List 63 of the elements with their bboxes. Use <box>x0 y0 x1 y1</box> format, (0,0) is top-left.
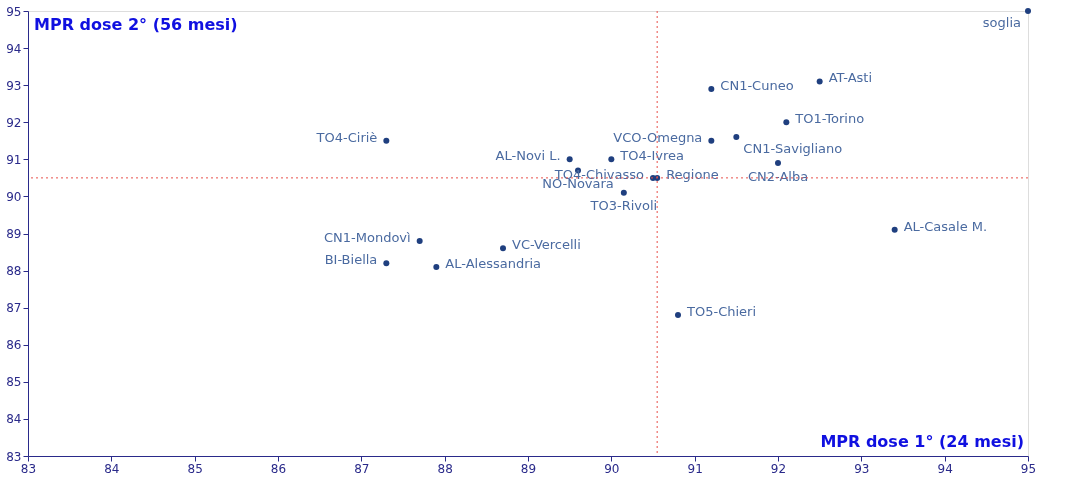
point <box>733 134 740 141</box>
y-tick-label: 89 <box>6 227 22 241</box>
x-tick-label: 94 <box>937 461 953 476</box>
y-axis-title: MPR dose 2° (56 mesi) <box>34 15 238 34</box>
y-tick-label: 90 <box>6 189 22 204</box>
series-label: AL-Alessandria <box>445 255 542 271</box>
point <box>608 156 615 163</box>
point <box>891 226 898 233</box>
y-tick-label: 88 <box>6 264 22 279</box>
y-tick-label: 83 <box>6 449 22 464</box>
series-label: AL-Casale M. <box>903 218 988 234</box>
y-tick-label: 87 <box>6 301 22 316</box>
x-tick-label: 93 <box>854 461 870 476</box>
point <box>566 156 573 163</box>
series-label: soglia <box>982 14 1021 30</box>
x-tick-label: 90 <box>604 461 620 476</box>
y-tick-label: 85 <box>6 375 22 390</box>
y-tick-label: 84 <box>6 412 22 427</box>
series-label: BI-Biella <box>324 252 378 268</box>
series-label: CN1-Cuneo <box>720 77 794 93</box>
series-label: AT-Asti <box>828 70 873 86</box>
series-label: AL-Novi L. <box>495 148 561 164</box>
x-tick-label: 89 <box>520 461 537 476</box>
x-tick-label: 83 <box>20 461 37 476</box>
y-tick-label: 92 <box>6 115 22 130</box>
x-tick-label: 95 <box>1020 461 1037 476</box>
point <box>620 189 627 196</box>
x-tick-label: 88 <box>437 461 453 476</box>
x-tick-label: 92 <box>770 461 787 476</box>
series-label: CN2-Alba <box>747 168 809 184</box>
series-label: VCO-Omegna <box>613 129 703 145</box>
y-tick-label: 94 <box>6 41 22 56</box>
x-tick-label: 84 <box>104 461 120 476</box>
point <box>816 78 823 85</box>
point <box>675 312 681 319</box>
x-tick-label: 86 <box>270 461 287 476</box>
series-label: TO4-Ivrea <box>619 148 685 164</box>
point <box>775 160 781 167</box>
x-axis-title: MPR dose 1° (24 mesi) <box>820 432 1024 451</box>
series-label: TO1-Torino <box>794 111 865 127</box>
series-label: VC-Vercelli <box>512 237 581 253</box>
series-label: Regione <box>666 166 719 182</box>
point <box>383 137 390 144</box>
point <box>783 119 790 126</box>
point <box>416 237 423 244</box>
point <box>500 245 506 252</box>
series-label: TO5-Chieri <box>686 304 757 320</box>
point <box>383 260 390 267</box>
series-label: TO4-Ciriè <box>315 129 378 145</box>
point <box>708 137 715 144</box>
series-label: CN1-Mondovì <box>323 229 411 245</box>
point <box>433 263 440 270</box>
y-tick-label: 86 <box>6 338 22 353</box>
x-tick-label: 91 <box>687 461 703 476</box>
x-tick-label: 87 <box>354 461 370 476</box>
series-label: CN1-Savigliano <box>743 140 843 156</box>
y-tick-label: 95 <box>6 4 22 19</box>
y-tick-label: 93 <box>6 78 22 93</box>
point <box>1025 8 1031 14</box>
y-tick-label: 91 <box>6 152 22 167</box>
point <box>708 85 715 92</box>
series-label: TO3-Rivoli <box>589 198 658 214</box>
x-tick-label: 85 <box>187 461 203 476</box>
